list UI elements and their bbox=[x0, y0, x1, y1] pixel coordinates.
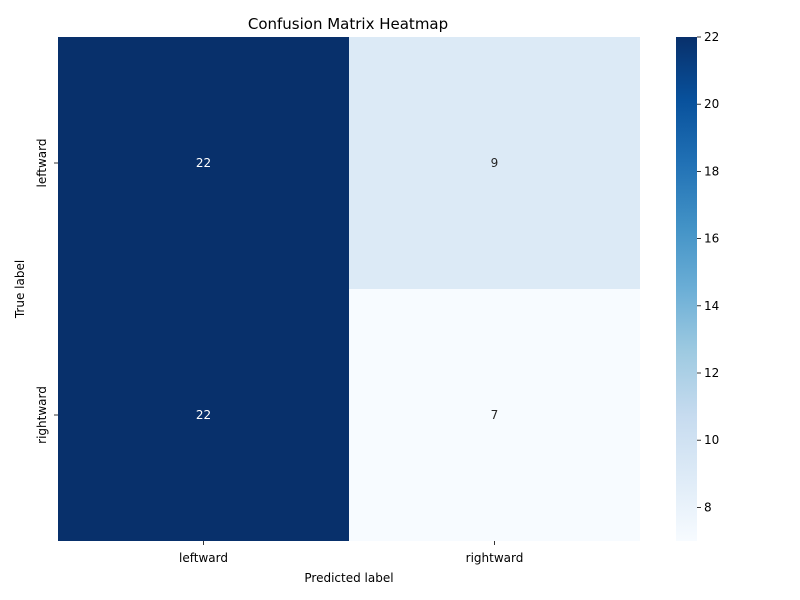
colorbar-tick-label: 10 bbox=[704, 433, 719, 447]
y-axis: leftward rightward bbox=[35, 139, 58, 444]
colorbar-tick-label: 20 bbox=[704, 97, 719, 111]
cell-value-label: 7 bbox=[491, 408, 499, 422]
colorbar bbox=[676, 37, 697, 541]
colorbar-axis: 8 10 12 14 16 18 20 22 bbox=[697, 30, 719, 514]
x-axis-label: Predicted label bbox=[304, 571, 393, 585]
heatmap-cell-0-1 bbox=[349, 37, 640, 289]
y-tick-label: leftward bbox=[35, 139, 49, 188]
colorbar-tick-label: 14 bbox=[704, 299, 719, 313]
cell-value-label: 22 bbox=[196, 156, 211, 170]
cell-value-label: 22 bbox=[196, 408, 211, 422]
cell-value-label: 9 bbox=[491, 156, 499, 170]
x-tick-label: leftward bbox=[179, 551, 228, 565]
colorbar-tick-label: 8 bbox=[704, 500, 712, 514]
colorbar-tick-label: 22 bbox=[704, 30, 719, 44]
colorbar-tick-label: 16 bbox=[704, 232, 719, 246]
colorbar-tick-label: 18 bbox=[704, 164, 719, 178]
x-axis: leftward rightward bbox=[179, 541, 523, 565]
heatmap-cells: 22 9 22 7 bbox=[58, 37, 640, 541]
colorbar-tick-label: 12 bbox=[704, 366, 719, 380]
heatmap-cell-0-0 bbox=[58, 37, 349, 289]
x-tick-label: rightward bbox=[466, 551, 524, 565]
heatmap-cell-1-0 bbox=[58, 289, 349, 541]
heatmap-cell-1-1 bbox=[349, 289, 640, 541]
chart-title: Confusion Matrix Heatmap bbox=[248, 15, 448, 33]
y-tick-label: rightward bbox=[35, 386, 49, 444]
y-axis-label: True label bbox=[13, 260, 27, 319]
